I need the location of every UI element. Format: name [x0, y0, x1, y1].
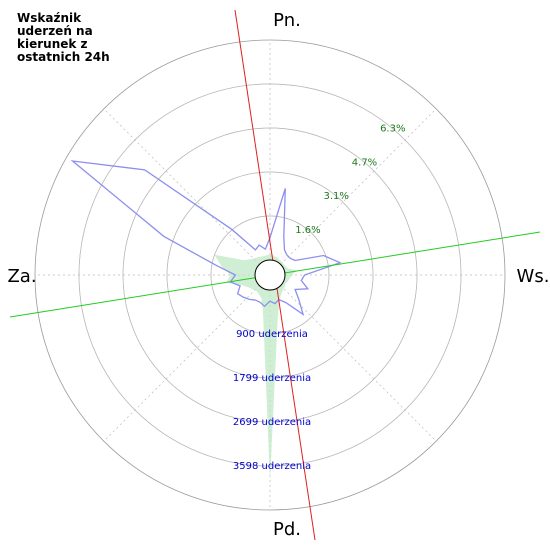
spoke — [103, 285, 260, 442]
direction-label: Pd. — [273, 519, 301, 540]
r-tick-label: 3.1% — [324, 191, 349, 202]
direction-label: Ws. — [517, 266, 550, 287]
line — [70, 160, 342, 316]
r2-tick-label: 2699 uderzenia — [233, 417, 311, 428]
chart-title: Wskaźnik uderzeń na kierunek z ostatnich… — [17, 11, 110, 64]
r-tick-label: 4.7% — [352, 157, 377, 168]
r2-tick-label: 900 uderzenia — [236, 329, 308, 340]
spoke — [280, 285, 437, 442]
r2-tick-label: 3598 uderzenia — [233, 461, 311, 472]
r-tick-label: 6.3% — [380, 124, 405, 135]
direction-label: Pn. — [273, 10, 301, 31]
r2-tick-label: 1799 uderzenia — [233, 373, 311, 384]
center-hole — [254, 259, 286, 291]
spoke — [103, 108, 260, 265]
r-tick-label: 1.6% — [295, 225, 320, 236]
outer-ring — [34, 39, 506, 511]
area — [214, 254, 297, 481]
direction-label: Za. — [7, 266, 36, 287]
spoke — [280, 108, 437, 265]
